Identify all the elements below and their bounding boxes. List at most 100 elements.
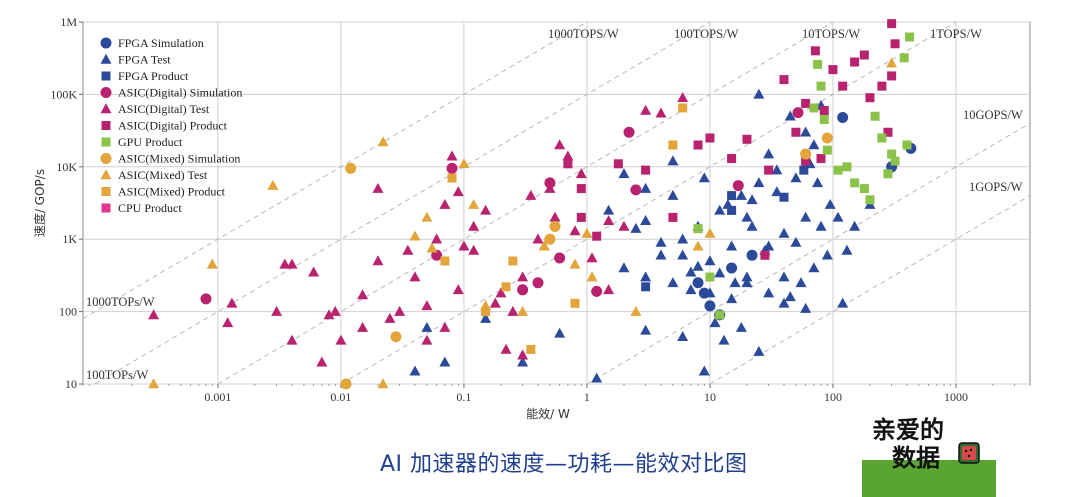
fpga-test-point: [784, 291, 796, 302]
legend-marker-asic-digital-simulation: [100, 87, 112, 98]
gpu-product-point: [877, 133, 887, 143]
fpga-test-point: [800, 302, 812, 313]
y-tick-label: 1M: [60, 15, 77, 29]
fpga-test-point: [771, 164, 783, 175]
asic-digital-test-point: [439, 321, 451, 332]
data-points: [148, 19, 917, 390]
fpga-test-point: [824, 198, 836, 209]
gpu-product-point: [705, 272, 715, 282]
asic-mixed-test-point: [517, 305, 529, 316]
fpga-test-point: [726, 293, 738, 304]
asic-digital-product-point: [613, 159, 623, 169]
asic-mixed-test-point: [569, 258, 581, 269]
efficiency-line: [94, 21, 711, 385]
fpga-test-point: [618, 168, 630, 179]
asic-digital-test-point: [329, 305, 341, 316]
fpga-test-point: [795, 277, 807, 288]
gpu-product-point: [842, 162, 852, 172]
x-tick-label: 1000: [944, 390, 968, 404]
asic-digital-test-point: [226, 297, 238, 308]
asic-digital-test-point: [308, 266, 320, 277]
x-tick-label: 0.01: [330, 390, 351, 404]
asic-mixed-test-point: [267, 179, 279, 190]
asic-mixed-test-point: [581, 227, 593, 238]
asic-digital-test-point: [279, 258, 291, 269]
fpga-test-point: [698, 172, 710, 183]
asic-digital-test-point: [468, 244, 480, 255]
legend-label-fpga-simulation: FPGA Simulation: [118, 36, 204, 50]
asic-mixed-simulation-point: [340, 378, 352, 390]
gpu-product-point: [887, 149, 897, 159]
asic-mixed-product-point: [447, 173, 457, 183]
asic-digital-test-point: [394, 305, 406, 316]
y-tick-label: 1K: [62, 232, 77, 246]
asic-mixed-product-point: [678, 103, 688, 113]
asic-mixed-simulation-point: [544, 233, 556, 245]
legend-label-fpga-product: FPGA Product: [118, 69, 189, 83]
fpga-test-point: [841, 244, 853, 255]
asic-digital-test-point: [409, 271, 421, 282]
fpga-test-point: [778, 271, 790, 282]
fpga-test-point: [741, 271, 753, 282]
fpga-test-point: [667, 189, 679, 200]
fpga-product-point: [641, 282, 651, 292]
fpga-test-point: [554, 327, 566, 338]
asic-digital-test-point: [421, 334, 433, 345]
fpga-test-point: [849, 220, 861, 231]
brand-logo: 亲爱的 数据: [862, 410, 996, 497]
asic-digital-test-point: [586, 252, 598, 263]
legend-label-asic-digital-product: ASIC(Digital) Product: [118, 119, 228, 133]
legend-marker-cpu-product: [101, 203, 111, 213]
asic-digital-test-point: [402, 244, 414, 255]
asic-mixed-test-point: [468, 198, 480, 209]
gpu-product-point: [816, 81, 826, 91]
fpga-product-point: [727, 205, 737, 215]
asic-digital-test-point: [439, 198, 451, 209]
asic-digital-test-point: [525, 189, 537, 200]
asic-digital-simulation-point: [544, 177, 556, 189]
asic-mixed-simulation-point: [345, 162, 357, 174]
y-tick-label: 100K: [50, 87, 77, 101]
asic-mixed-test-point: [586, 271, 598, 282]
asic-mixed-test-point: [886, 57, 898, 68]
asic-digital-test-point: [286, 258, 298, 269]
asic-digital-product-point: [887, 71, 897, 81]
asic-mixed-simulation-point: [390, 331, 402, 343]
gpu-product-point: [859, 184, 869, 194]
legend-label-asic-mixed-test: ASIC(Mixed) Test: [118, 168, 208, 182]
fpga-test-point: [832, 211, 844, 222]
x-axis-ticks: 0.001 0.01 0.1 1 10 100 1000: [82, 384, 1031, 404]
asic-mixed-test-point: [458, 158, 470, 169]
asic-digital-product-point: [850, 57, 860, 67]
legend-marker-asic-mixed-product: [101, 187, 111, 196]
legend-marker-asic-digital-product: [101, 121, 111, 130]
asic-digital-product-point: [668, 212, 678, 222]
asic-digital-test-point: [148, 309, 160, 320]
asic-digital-test-point: [421, 300, 433, 311]
efficiency-label: 100TOPs/W: [86, 368, 148, 382]
efficiency-label: 1GOPS/W: [969, 180, 1023, 194]
asic-digital-product-point: [883, 127, 893, 137]
legend-label-cpu-product: CPU Product: [118, 201, 182, 215]
fpga-test-point: [685, 266, 697, 277]
asic-digital-product-point: [877, 81, 887, 91]
efficiency-label: 100TOPS/W: [674, 27, 739, 41]
legend-label-fpga-test: FPGA Test: [118, 53, 171, 67]
asic-digital-simulation-point: [792, 107, 804, 119]
asic-digital-product-point: [641, 165, 651, 175]
gpu-product-point: [890, 156, 900, 166]
asic-digital-test-point: [517, 349, 529, 360]
efficiency-line: [340, 21, 957, 385]
efficiency-line: [709, 195, 1031, 385]
x-tick-label: 10: [704, 390, 716, 404]
fpga-test-point: [746, 194, 758, 205]
fpga-test-point: [726, 240, 738, 251]
fpga-simulation-point: [704, 300, 716, 312]
fpga-test-point: [741, 277, 753, 288]
fpga-test-point: [763, 287, 775, 298]
legend-marker-asic-mixed-simulation: [100, 153, 112, 164]
fpga-test-point: [800, 211, 812, 222]
asic-digital-test-point: [500, 343, 512, 354]
fpga-test-point: [778, 227, 790, 238]
